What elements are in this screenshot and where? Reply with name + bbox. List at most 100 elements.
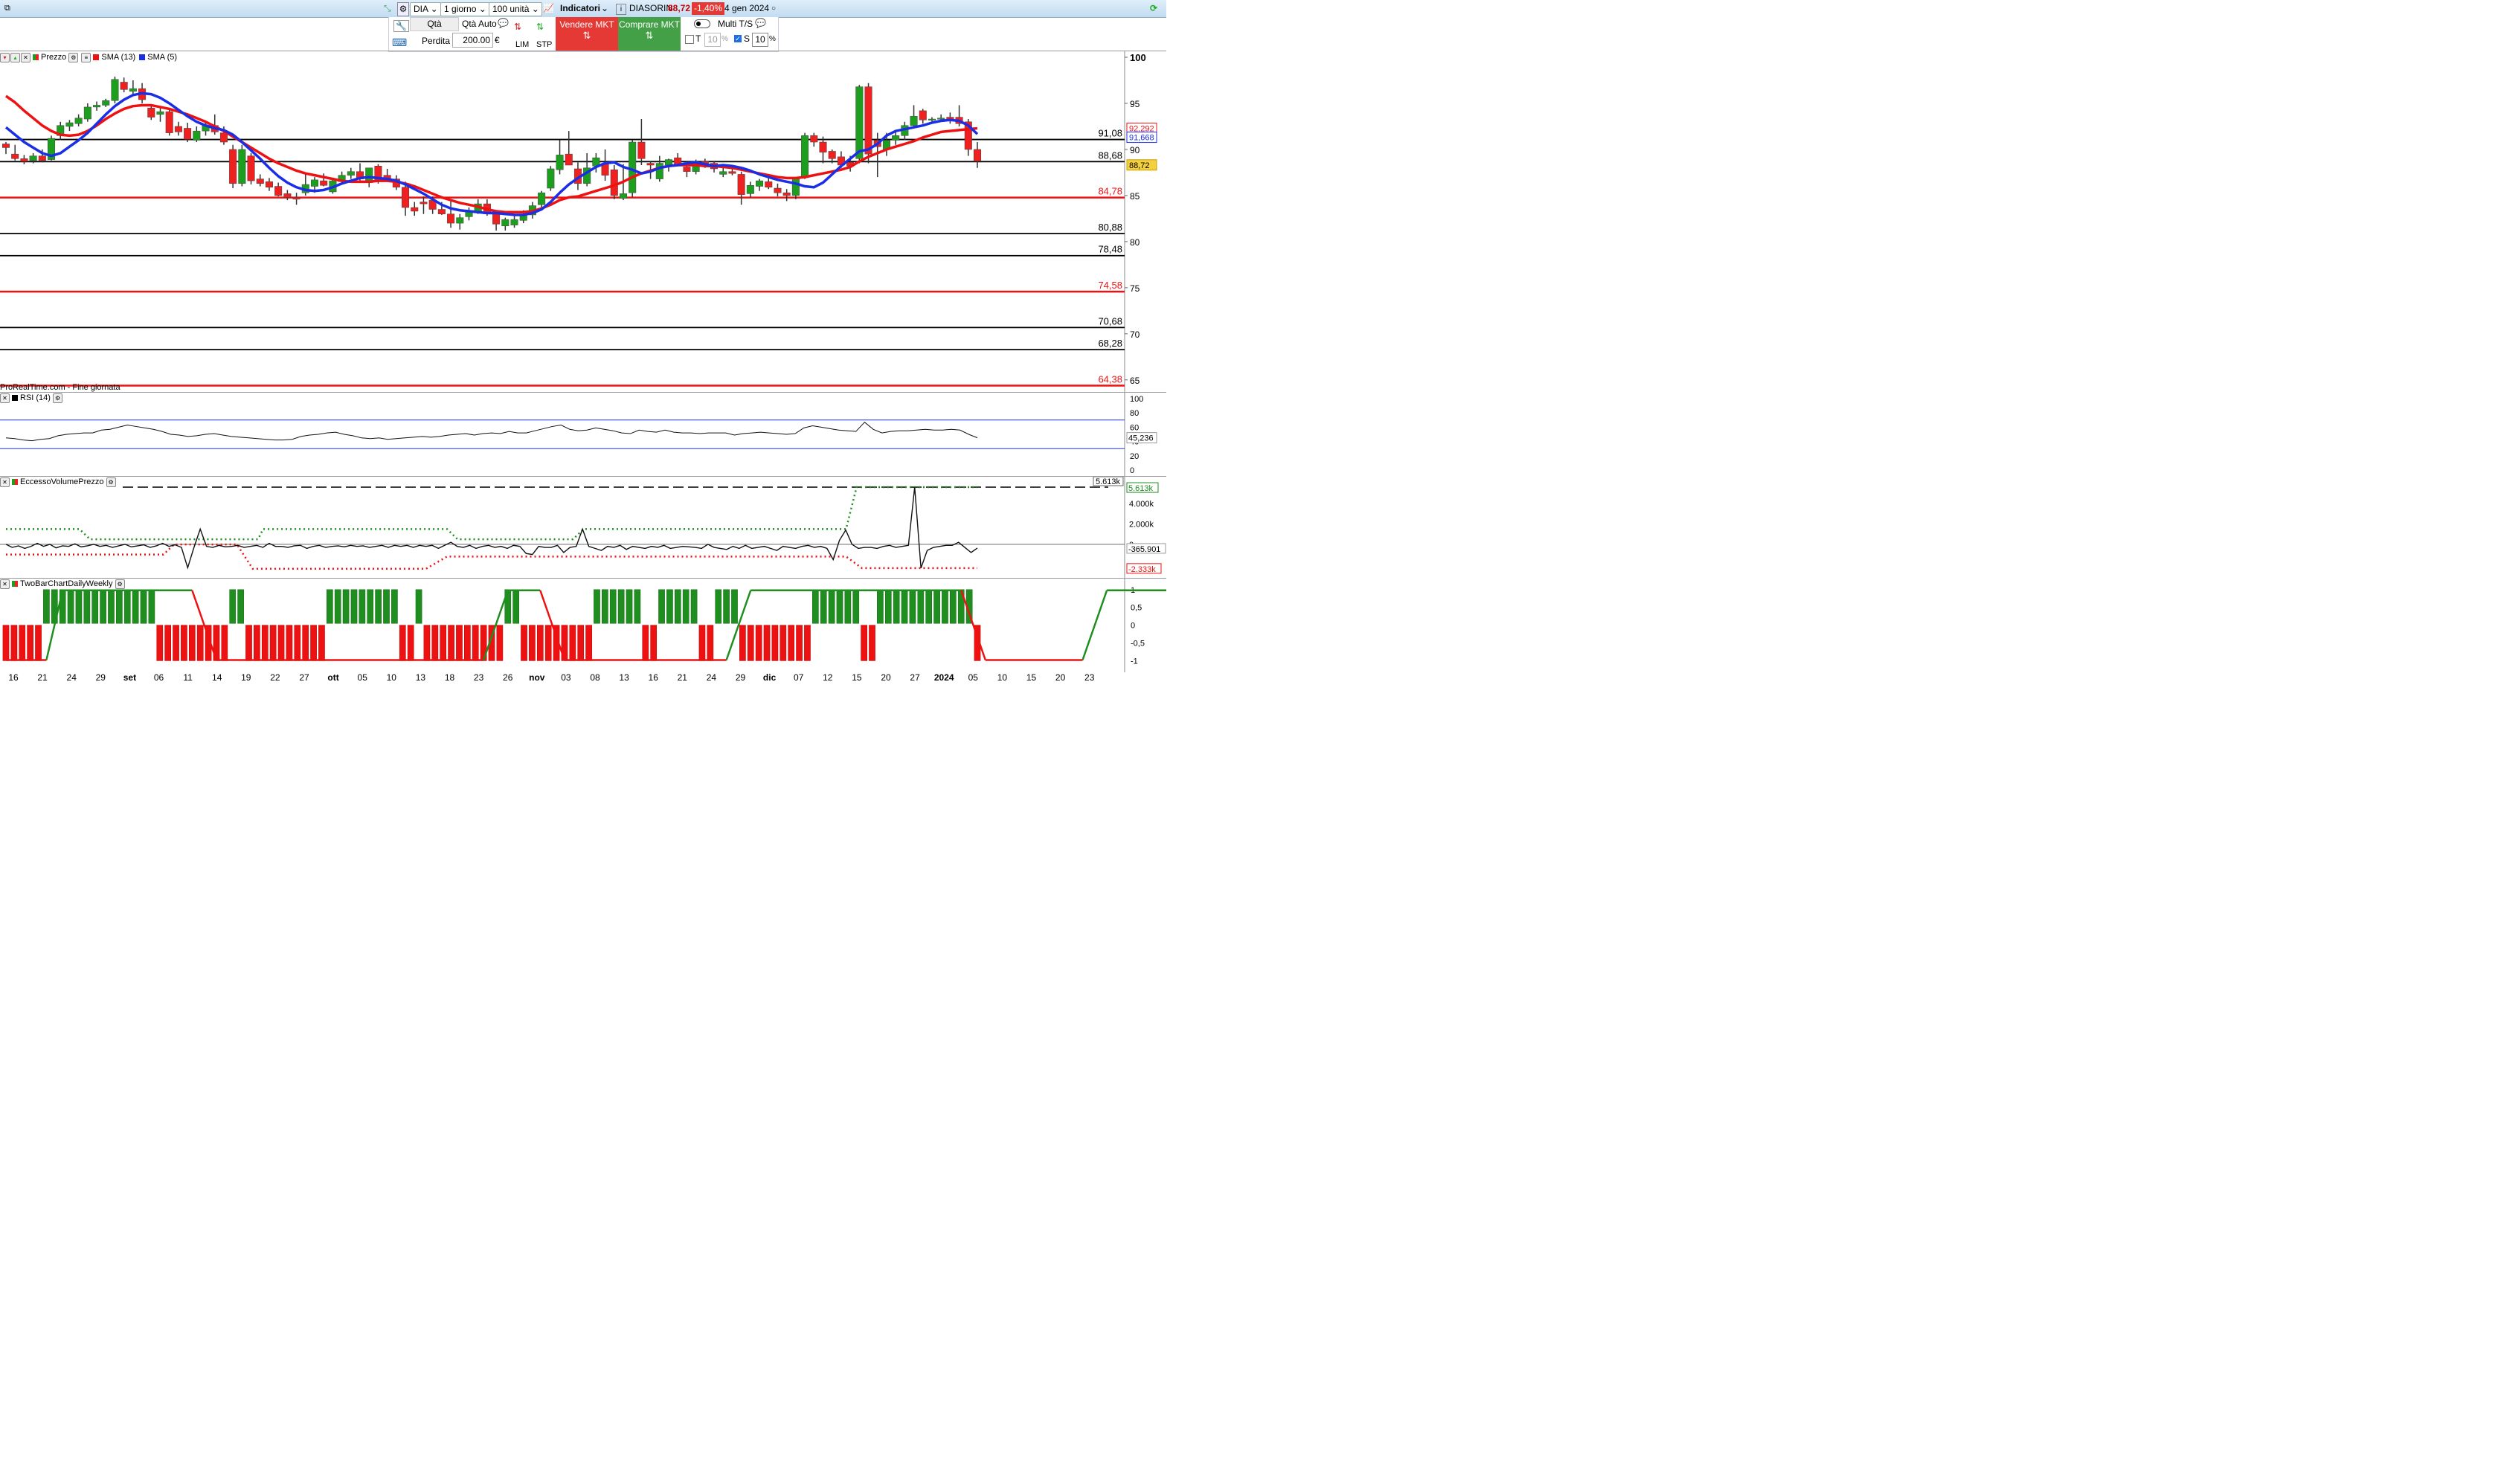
s-checkbox[interactable]: ✓ [734,35,742,42]
y-tick-label: 100 [1130,395,1143,404]
candle-body [973,149,982,162]
twobar-up-bar [884,589,892,624]
price-last-label-bg [1126,159,1157,171]
twobar-down-bar [747,625,754,661]
close-icon[interactable]: ✕ [0,477,10,487]
twobar-trend-line [482,590,509,660]
settings-toggle-icon[interactable]: ⚙ [397,2,409,16]
y-tick-label: -1 [1131,657,1138,666]
indicators-dropdown-icon[interactable]: ⌄ [601,3,609,13]
x-tick-label: 24 [707,672,717,683]
x-tick-label: 26 [503,672,513,683]
stop-order-button[interactable]: STP [536,40,553,49]
buy-label: Comprare MKT [618,19,680,30]
twobar-up-bar [391,589,398,624]
twobar-up-bar [116,589,123,624]
refresh-icon[interactable]: ⟳ [1150,3,1158,13]
qty-tab[interactable]: Qtà [410,17,459,31]
t-input[interactable]: 10 [704,33,721,47]
candle-body [74,118,83,124]
twobar-down-bar [796,625,803,661]
drawing-tools-icon[interactable]: ⤡ [384,3,391,13]
wrench-icon[interactable]: ⚙ [115,579,125,589]
order-panel: 🔧 ⌨ Qtà Qtà Auto 💬 Perdita 200.00 € ⇅ LI… [388,17,779,52]
candle-body [637,141,646,159]
candle-body [565,153,573,166]
qty-auto-tab[interactable]: Qtà Auto [462,19,497,29]
window-icon[interactable]: ⧉ [4,4,10,13]
twobar-up-bar [594,589,600,624]
twobar-chart[interactable]: 10,50-0,5-1 [0,579,1166,672]
wrench-icon[interactable]: ⚙ [106,477,116,487]
twobar-trend-line [45,590,64,660]
loss-input[interactable]: 200.00 [452,33,493,48]
x-tick-label: ott [327,672,338,683]
s-input[interactable]: 10 [752,33,768,47]
twobar-down-bar [456,625,463,661]
quote-date: 4 gen 2024 [724,3,770,13]
twobar-down-bar [181,625,187,661]
twobar-up-bar [237,589,244,624]
candle-body [910,116,918,126]
close-icon[interactable]: ✕ [21,52,30,62]
limit-order-icon[interactable]: ⇅ [514,22,522,32]
help-icon[interactable]: 💬 [498,18,509,28]
twobar-up-bar [229,589,237,624]
close-icon[interactable]: ✕ [0,393,10,403]
stop-order-icon[interactable]: ⇅ [536,22,544,32]
list-icon[interactable]: ≡ [81,52,91,62]
wrench-icon[interactable]: ⚙ [68,52,79,62]
x-tick-label: dic [763,672,777,683]
move-down-icon[interactable]: ▾ [0,52,10,62]
twobar-down-bar [2,625,10,661]
t-checkbox[interactable] [685,35,694,44]
candle-body [774,187,782,193]
symbol-select[interactable]: DIA ⌄ [410,2,441,16]
x-tick-label: 22 [270,672,280,683]
wrench-icon[interactable]: 🔧 [393,20,409,32]
multi-help-icon[interactable]: 💬 [755,18,766,28]
last-bottom-bg [1126,563,1162,574]
info-icon[interactable]: i [616,4,626,15]
keyboard-icon[interactable]: ⌨ [392,36,408,48]
candle-body [728,171,736,174]
twobar-up-bar [140,589,147,624]
divider [0,476,1166,477]
candle-body [864,86,872,155]
rsi-chart[interactable]: 10080604020045,236 [0,393,1166,476]
candle-body [147,107,155,118]
sell-market-button[interactable]: Vendere MKT ⇅ [556,17,618,51]
twobar-up-bar [942,589,948,624]
candle-body [447,213,455,224]
twobar-up-bar [820,589,827,624]
x-tick-label: 15 [1026,672,1037,683]
twobar-down-bar [698,625,706,661]
top-toolbar: ⧉ ⤡ ⚙ DIA ⌄ 1 giorno ⌄ 100 unità ⌄ 📈 Ind… [0,0,1166,18]
top-value-bg [1093,477,1124,486]
price-chart[interactable]: 91,08 88,68 84,78 80,88 78,48 74,58 70,68 68,28… [0,51,1166,393]
twobar-down-bar [269,625,277,661]
twobar-up-bar [350,589,358,624]
twobar-down-bar [254,625,260,661]
move-up-icon[interactable]: ▴ [10,52,20,62]
x-tick-label: 15 [852,672,862,683]
multi-ts-toggle[interactable] [694,19,710,28]
twobar-down-bar [286,625,293,661]
twobar-up-bar [836,589,843,624]
candle-body [1,144,10,148]
level-label: 70,68 [1098,315,1122,326]
timeframe-select[interactable]: 1 giorno ⌄ [440,2,491,16]
x-tick-label: 10 [997,672,1008,683]
close-icon[interactable]: ✕ [0,579,10,589]
twobar-down-bar [529,625,536,661]
y-tick-label: 4.000k [1129,500,1154,509]
x-tick-label: 29 [736,672,746,683]
units-select[interactable]: 100 unità ⌄ [489,2,542,16]
wrench-icon[interactable]: ⚙ [53,393,63,403]
buy-market-button[interactable]: Comprare MKT ⇅ [618,17,681,51]
loss-label: Perdita [422,36,451,46]
limit-order-button[interactable]: LIM [515,40,530,49]
indicators-button[interactable]: Indicatori [560,3,601,13]
twobar-down-bar [440,625,447,661]
